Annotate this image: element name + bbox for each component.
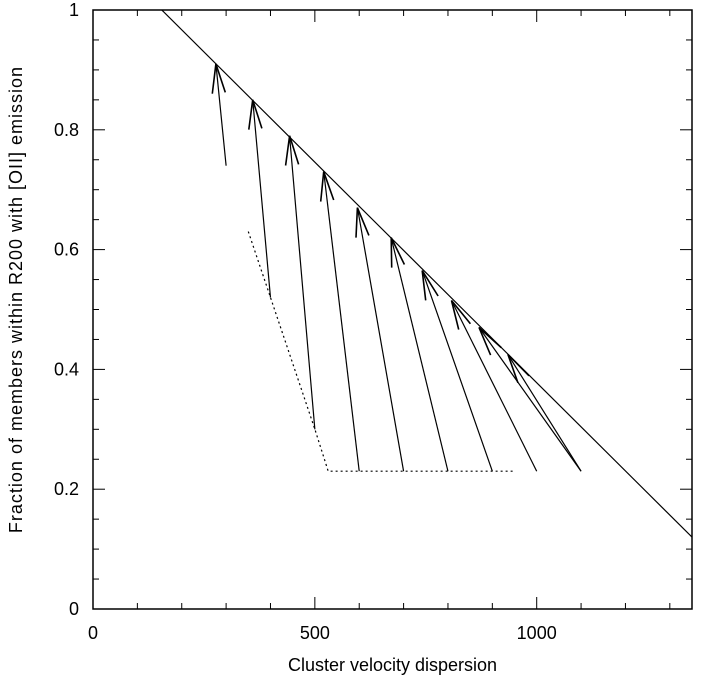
arrow-shaft <box>507 354 582 472</box>
arrow <box>507 353 582 472</box>
arrow-head <box>319 171 335 202</box>
arrow <box>248 99 272 298</box>
arrow-shaft <box>323 171 360 472</box>
arrow-head <box>211 63 227 94</box>
arrow <box>450 299 538 472</box>
arrow <box>319 171 360 472</box>
arrow <box>211 63 227 166</box>
y-tick-label: 1 <box>69 0 79 20</box>
arrow-head <box>390 237 406 268</box>
arrow <box>478 326 582 472</box>
y-tick-label: 0.4 <box>54 359 79 379</box>
arrow <box>355 207 405 472</box>
x-tick-label: 500 <box>300 623 330 643</box>
y-tick-label: 0 <box>69 599 79 619</box>
arrow-head <box>478 326 502 356</box>
arrow-shaft <box>478 327 582 472</box>
y-axis-title: Fraction of members within R200 with [OI… <box>6 66 26 533</box>
dotted-curve <box>247 231 515 472</box>
y-tick-label: 0.6 <box>54 240 79 260</box>
arrow-head <box>248 99 263 130</box>
arrow-head <box>450 299 472 330</box>
arrow-shaft <box>450 300 538 472</box>
axis-tick-labels: 0 500 1000 0 0.2 0.4 0.6 0.8 1 <box>54 0 557 643</box>
plot-frame <box>92 9 693 610</box>
arrow-shaft <box>390 237 449 472</box>
relation-line <box>161 10 692 538</box>
x-tick-label: 0 <box>88 623 98 643</box>
arrow-shaft <box>288 135 316 430</box>
y-tick-label: 0.2 <box>54 479 79 499</box>
x-axis-title: Cluster velocity dispersion <box>288 655 497 675</box>
arrow-shaft <box>356 207 405 472</box>
x-tick-label: 1000 <box>517 623 557 643</box>
chart-series <box>161 10 692 538</box>
y-tick-label: 0.8 <box>54 120 79 140</box>
arrow <box>284 135 316 430</box>
arrow-head <box>507 353 530 383</box>
arrow <box>390 237 449 472</box>
arrow-head <box>355 207 370 238</box>
arrow-head <box>421 270 439 301</box>
arrow-shaft <box>215 63 227 166</box>
arrow <box>421 270 493 472</box>
arrow-shaft <box>252 99 272 298</box>
axis-ticks <box>92 9 692 610</box>
arrow-shaft <box>421 270 493 472</box>
arrow-head <box>284 135 300 166</box>
